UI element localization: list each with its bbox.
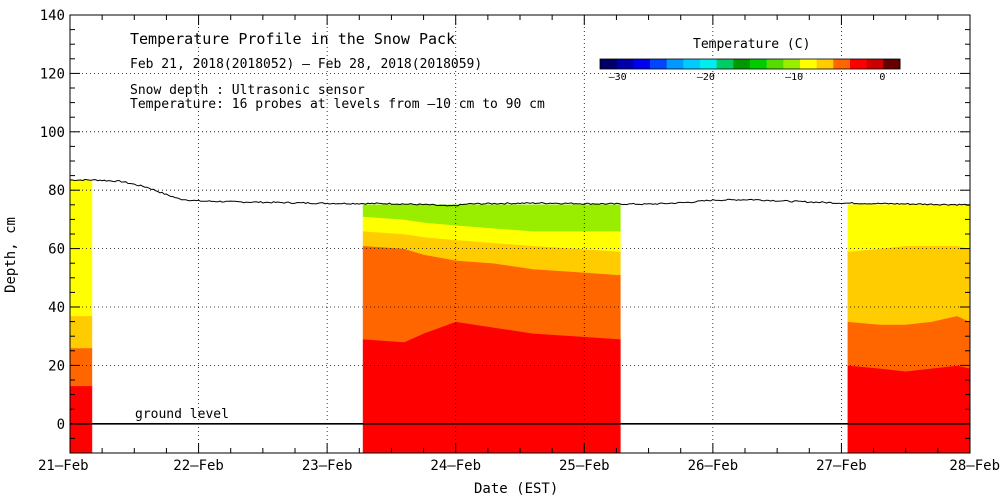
y-tick-label: 80 xyxy=(48,183,65,199)
colorbar-frame xyxy=(599,58,901,70)
colorbar-swatch xyxy=(816,59,834,69)
y-axis-label: Depth, cm xyxy=(2,217,19,293)
x-tick-label: 27–Feb xyxy=(816,458,867,474)
colorbar-swatch xyxy=(633,59,651,69)
colorbar-swatch xyxy=(833,59,851,69)
colorbar-tick-label: –20 xyxy=(697,72,715,83)
x-tick-label: 25–Feb xyxy=(559,458,610,474)
x-tick-label: 23–Feb xyxy=(302,458,353,474)
colorbar-swatch xyxy=(683,59,701,69)
colorbar-tick-label: 0 xyxy=(879,72,885,83)
colorbar-swatch xyxy=(600,59,618,69)
x-tick-label: 24–Feb xyxy=(430,458,481,474)
temperature-band-3-1 xyxy=(847,365,971,454)
y-tick-label: 20 xyxy=(48,358,65,374)
x-tick-label: 22–Feb xyxy=(173,458,224,474)
snow-depth-line xyxy=(69,178,971,207)
colorbar-title: Temperature (C) xyxy=(693,37,811,52)
colorbar-tick-label: –30 xyxy=(609,72,627,83)
x-tick-label: 21–Feb xyxy=(38,458,89,474)
x-axis-label: Date (EST) xyxy=(474,481,559,497)
y-tick-label: 120 xyxy=(40,66,65,82)
chart-subtitle: Feb 21, 2018(2018052) – Feb 28, 2018(201… xyxy=(130,57,483,72)
colorbar-swatch xyxy=(850,59,868,69)
y-tick-label: 140 xyxy=(40,8,65,24)
x-tick-label: 26–Feb xyxy=(688,458,739,474)
y-tick-label: 100 xyxy=(40,125,65,141)
colorbar-tick-label: –10 xyxy=(785,72,803,83)
colorbar-swatch xyxy=(766,59,784,69)
colorbar-swatch xyxy=(733,59,751,69)
note-temperature: Temperature: 16 probes at levels from –1… xyxy=(130,97,545,112)
colorbar-swatch xyxy=(716,59,734,69)
temperature-band-3-3 xyxy=(847,245,971,325)
chart-title: Temperature Profile in the Snow Pack xyxy=(130,30,456,48)
colorbar-swatch xyxy=(866,59,884,69)
temperature-band-1-4 xyxy=(69,179,93,317)
colorbar-swatch xyxy=(616,59,634,69)
temperature-band-3-4 xyxy=(847,204,971,252)
temperature-band-1-1 xyxy=(69,385,93,454)
colorbar-swatch xyxy=(750,59,768,69)
y-tick-label: 60 xyxy=(48,242,65,258)
colorbar-swatch xyxy=(650,59,668,69)
temperature-band-1-3 xyxy=(69,315,93,349)
note-snow-depth: Snow depth : Ultrasonic sensor xyxy=(130,83,365,98)
y-tick-label: 0 xyxy=(57,417,65,433)
x-tick-label: 28–Feb xyxy=(949,458,1000,474)
y-tick-label: 40 xyxy=(48,300,65,316)
colorbar-swatch xyxy=(666,59,684,69)
colorbar-swatch xyxy=(700,59,718,69)
colorbar-swatch xyxy=(800,59,818,69)
colorbar-swatch xyxy=(783,59,801,69)
ground-level-label: ground level xyxy=(135,407,229,422)
colorbar-swatch xyxy=(883,59,901,69)
